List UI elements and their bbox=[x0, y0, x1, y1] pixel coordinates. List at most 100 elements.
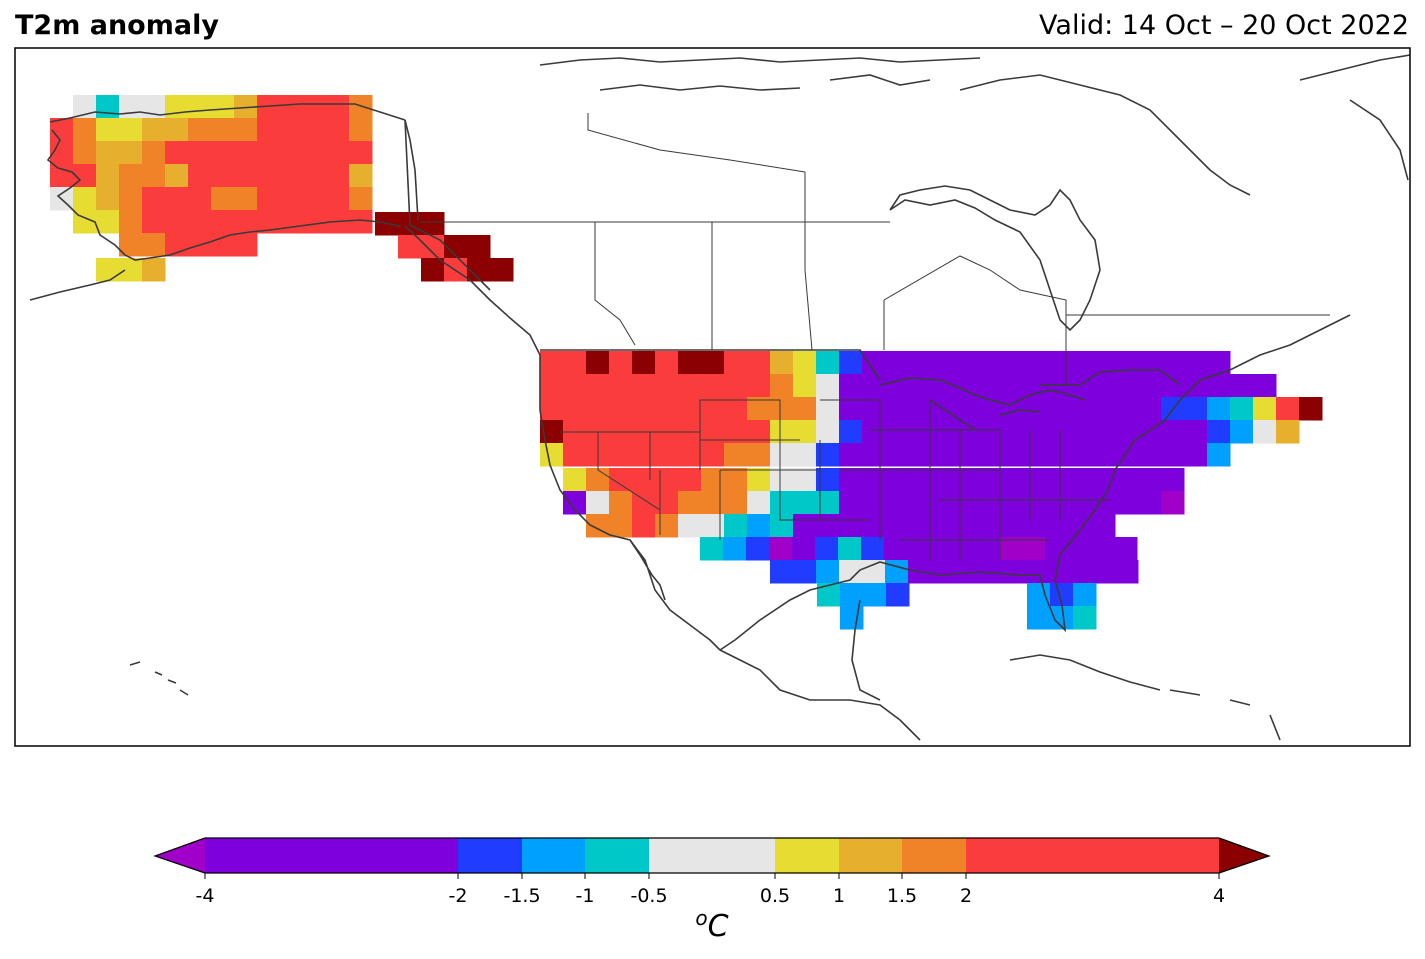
anomaly-cell bbox=[165, 187, 189, 211]
anomaly-cell bbox=[793, 468, 817, 492]
anomaly-cell bbox=[770, 397, 794, 421]
anomaly-cell bbox=[931, 420, 955, 444]
anomaly-cell bbox=[234, 233, 258, 257]
anomaly-cell bbox=[349, 164, 373, 188]
anomaly-cell bbox=[931, 514, 955, 538]
anomaly-cell bbox=[816, 491, 840, 515]
anomaly-cell bbox=[655, 491, 679, 515]
anomaly-cell bbox=[467, 258, 491, 282]
anomaly-cell bbox=[953, 537, 977, 561]
colorbar-segment bbox=[966, 838, 1219, 873]
anomaly-cell bbox=[142, 233, 166, 257]
anomaly-cell bbox=[1050, 583, 1074, 607]
anomaly-cell bbox=[701, 491, 725, 515]
anomaly-cell bbox=[1046, 491, 1070, 515]
anomaly-cell bbox=[303, 210, 327, 234]
anomaly-cell bbox=[1000, 397, 1024, 421]
anomaly-cell bbox=[1069, 491, 1093, 515]
anomaly-cell bbox=[326, 141, 350, 165]
anomaly-cell bbox=[1023, 514, 1047, 538]
anomaly-cell bbox=[999, 537, 1023, 561]
anomaly-cell bbox=[977, 491, 1001, 515]
colorbar-segment bbox=[902, 838, 966, 873]
anomaly-cell bbox=[678, 443, 702, 467]
anomaly-cell bbox=[815, 537, 839, 561]
anomaly-cell bbox=[280, 118, 304, 142]
anomaly-cell bbox=[632, 374, 656, 398]
anomaly-cell bbox=[931, 351, 955, 375]
anomaly-cell bbox=[908, 420, 932, 444]
alaska-coast bbox=[46, 103, 419, 261]
anomaly-cell bbox=[1161, 443, 1185, 467]
anomaly-cell bbox=[257, 164, 281, 188]
colorbar-segment bbox=[205, 838, 458, 873]
anomaly-cell bbox=[747, 397, 771, 421]
anomaly-cell bbox=[119, 258, 143, 282]
anomaly-cell bbox=[1069, 468, 1093, 492]
anomaly-cell bbox=[770, 491, 794, 515]
anomaly-cell bbox=[586, 491, 610, 515]
anomaly-cell bbox=[1253, 420, 1277, 444]
anomaly-cell bbox=[73, 141, 97, 165]
anomaly-cell bbox=[96, 118, 120, 142]
anomaly-cell bbox=[398, 235, 422, 259]
anomaly-cell bbox=[655, 468, 679, 492]
anomaly-cell bbox=[303, 95, 327, 119]
anomaly-cell bbox=[540, 351, 564, 375]
anomaly-cell bbox=[885, 514, 909, 538]
anomaly-cell bbox=[1184, 397, 1208, 421]
colorbar-segments bbox=[205, 838, 1219, 873]
anomaly-cell bbox=[1115, 560, 1139, 584]
anomaly-cell bbox=[234, 210, 258, 234]
geography-lines bbox=[29, 54, 1411, 741]
anomaly-cell bbox=[1161, 374, 1185, 398]
anomaly-cell bbox=[609, 374, 633, 398]
anomaly-cell bbox=[816, 560, 840, 584]
anomaly-cell bbox=[609, 514, 633, 538]
anomaly-cell bbox=[977, 397, 1001, 421]
anomaly-cell bbox=[349, 210, 373, 234]
anomaly-cell bbox=[540, 420, 564, 444]
anomaly-cell bbox=[257, 141, 281, 165]
anomaly-cell bbox=[701, 351, 725, 375]
colorbar-tick-label: -1 bbox=[575, 885, 595, 907]
anomaly-cell bbox=[1069, 397, 1093, 421]
anomaly-cell bbox=[1000, 514, 1024, 538]
anomaly-cell bbox=[655, 374, 679, 398]
anomaly-cell bbox=[1023, 468, 1047, 492]
anomaly-cell bbox=[119, 187, 143, 211]
anomaly-cell bbox=[747, 443, 771, 467]
anomaly-cell bbox=[1299, 397, 1323, 421]
anomaly-cell bbox=[1023, 491, 1047, 515]
anomaly-cell bbox=[280, 164, 304, 188]
anomaly-cell bbox=[1115, 374, 1139, 398]
anomaly-cell bbox=[234, 164, 258, 188]
colorbar-segment bbox=[839, 838, 902, 873]
anomaly-cell bbox=[701, 443, 725, 467]
anomaly-cell bbox=[96, 164, 120, 188]
anomaly-cell bbox=[724, 397, 748, 421]
anomaly-cell bbox=[540, 374, 564, 398]
anomaly-cell bbox=[586, 351, 610, 375]
anomaly-cell bbox=[1000, 491, 1024, 515]
anomaly-cell bbox=[817, 583, 841, 607]
anomaly-cell bbox=[1115, 397, 1139, 421]
anomaly-cell bbox=[977, 514, 1001, 538]
anomaly-cell bbox=[349, 141, 373, 165]
anomaly-cell bbox=[280, 187, 304, 211]
gulf-coast bbox=[719, 561, 1040, 741]
anomaly-cell bbox=[96, 187, 120, 211]
anomaly-cell bbox=[303, 118, 327, 142]
anomaly-cell bbox=[234, 187, 258, 211]
anomaly-cell bbox=[723, 537, 747, 561]
anomaly-cell bbox=[769, 537, 793, 561]
anomaly-cell bbox=[977, 351, 1001, 375]
anomaly-cell bbox=[1092, 491, 1116, 515]
anomaly-cell bbox=[303, 164, 327, 188]
anomaly-cell bbox=[1138, 468, 1162, 492]
anomaly-cell bbox=[885, 560, 909, 584]
anomaly-cell bbox=[586, 374, 610, 398]
colorbar-segment bbox=[585, 838, 649, 873]
anomaly-cell bbox=[326, 164, 350, 188]
